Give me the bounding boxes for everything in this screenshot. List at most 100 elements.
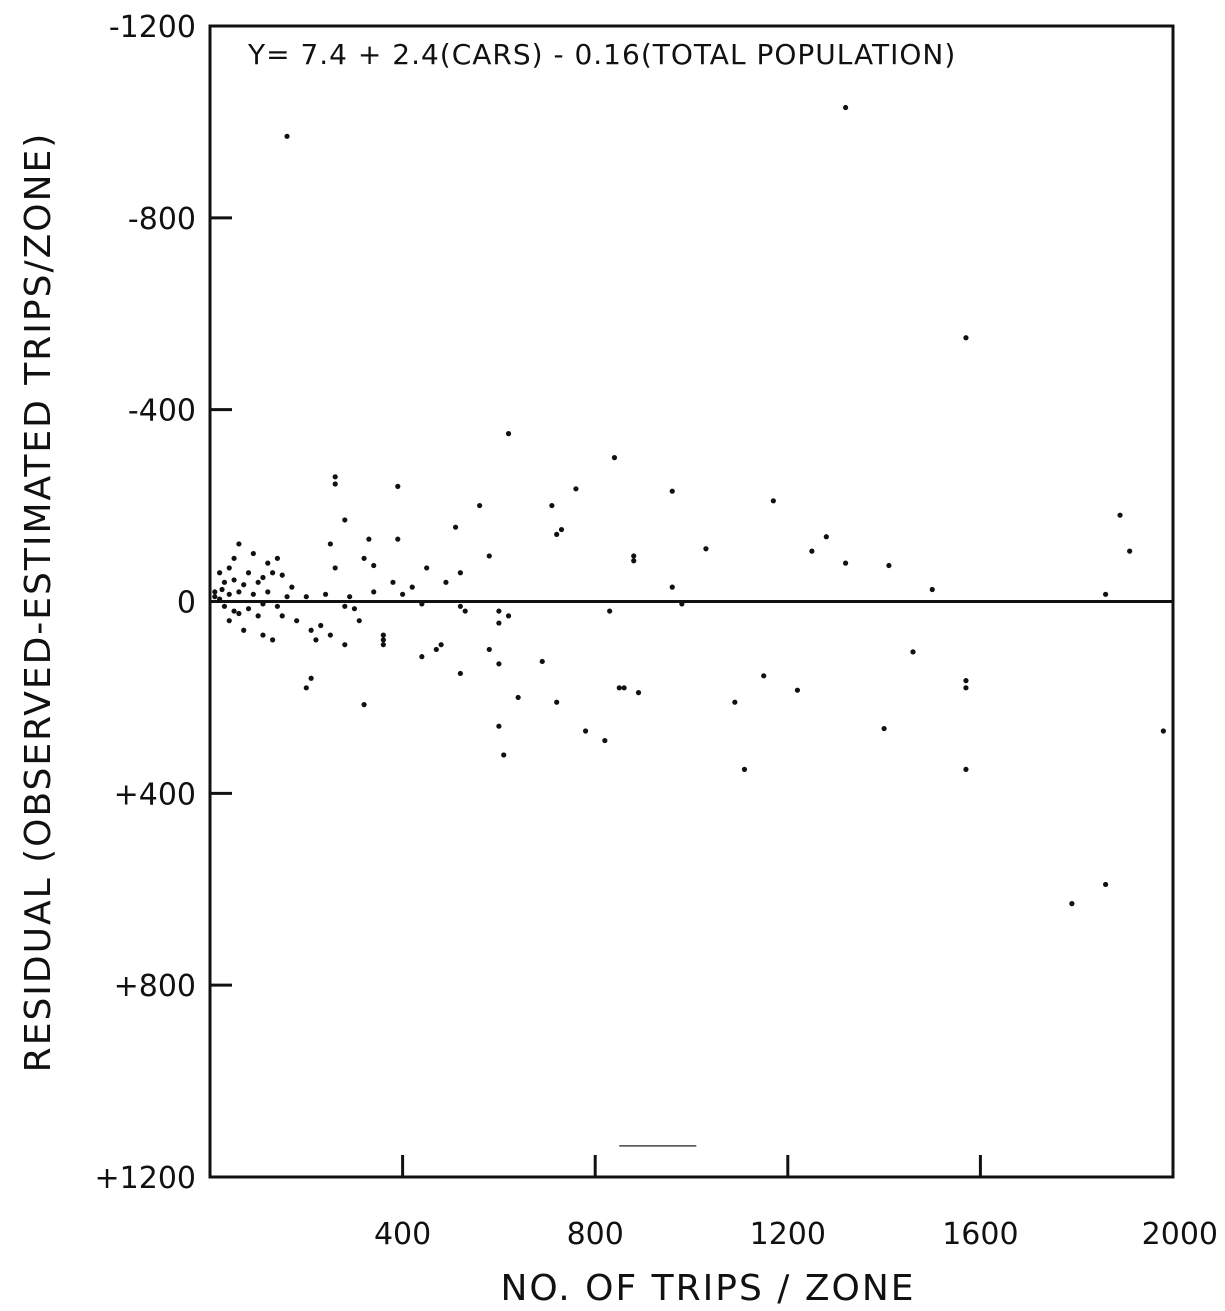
data-point	[409, 584, 415, 590]
y-axis-title: RESIDUAL (OBSERVED-ESTIMATED TRIPS/ZONE)	[18, 132, 59, 1073]
data-point	[245, 606, 252, 612]
data-point	[419, 601, 425, 607]
data-point	[342, 642, 348, 648]
data-point	[255, 613, 261, 619]
data-point	[241, 582, 247, 588]
y-tick-label: +400	[114, 777, 196, 812]
data-point	[279, 613, 285, 619]
data-point	[327, 632, 333, 638]
data-point	[462, 608, 468, 614]
x-axis-title: NO. OF TRIPS / ZONE	[500, 1268, 915, 1309]
data-point	[761, 673, 767, 679]
data-point	[881, 725, 887, 732]
data-point	[770, 498, 776, 504]
data-point	[438, 642, 444, 648]
x-tick-label: 1200	[750, 1217, 826, 1252]
data-point	[327, 541, 333, 547]
data-point	[621, 685, 627, 691]
data-point	[255, 579, 261, 585]
data-point	[505, 431, 512, 437]
data-point	[505, 613, 512, 619]
data-point	[250, 591, 256, 597]
data-point	[226, 618, 232, 624]
data-point	[433, 646, 439, 653]
data-point	[486, 553, 492, 559]
data-point	[602, 737, 608, 744]
data-point	[963, 335, 969, 341]
x-tick-label: 400	[374, 1217, 431, 1252]
data-point	[554, 699, 560, 705]
data-point	[361, 555, 367, 561]
x-tick-label: 800	[567, 1217, 624, 1252]
data-point	[289, 584, 295, 590]
y-tick-label: 0	[177, 586, 196, 621]
y-tick-label: -400	[128, 394, 196, 429]
data-point	[231, 577, 237, 583]
data-point	[616, 685, 622, 691]
data-point	[929, 586, 935, 593]
y-tick-label: +1200	[95, 1161, 196, 1196]
data-point	[303, 685, 309, 691]
data-point	[1102, 881, 1109, 888]
data-point	[342, 603, 348, 609]
data-point	[356, 618, 362, 624]
data-point	[217, 596, 223, 602]
data-point	[496, 608, 502, 614]
data-point	[1127, 548, 1133, 554]
data-point	[274, 603, 281, 609]
data-point	[515, 694, 521, 701]
data-point	[212, 589, 218, 595]
data-point	[635, 690, 642, 696]
data-point	[250, 550, 256, 557]
data-point	[703, 546, 709, 552]
data-point	[269, 570, 276, 576]
data-point	[351, 606, 358, 612]
data-point	[284, 594, 290, 600]
data-point	[395, 483, 401, 489]
data-point	[457, 570, 463, 576]
data-point	[260, 574, 266, 581]
data-point	[231, 555, 237, 561]
data-point	[226, 591, 232, 597]
data-point	[558, 526, 565, 533]
data-point	[380, 632, 386, 638]
data-point	[332, 481, 338, 487]
data-point	[501, 752, 507, 758]
data-point	[1102, 591, 1109, 597]
data-point	[236, 610, 242, 617]
data-point	[274, 555, 281, 561]
data-point	[669, 584, 675, 590]
data-point	[452, 524, 459, 530]
y-axis: -1200 -800 -400 0 +400 +800 +1200	[95, 10, 232, 1196]
data-point	[443, 579, 449, 585]
data-point	[342, 517, 348, 523]
x-tick-label: 1600	[942, 1217, 1018, 1252]
data-point	[823, 534, 829, 540]
data-point	[226, 565, 232, 571]
data-point	[573, 486, 579, 492]
data-point	[809, 548, 815, 554]
data-point	[236, 589, 242, 595]
x-axis: 400 800 1200 1600 2000	[374, 1155, 1218, 1252]
data-point	[910, 649, 916, 655]
data-point	[554, 531, 560, 537]
y-tick-label: +800	[114, 969, 196, 1004]
data-point	[496, 723, 502, 729]
data-point	[390, 579, 396, 585]
data-point	[963, 766, 969, 772]
data-point	[1069, 901, 1075, 907]
data-point	[308, 675, 314, 681]
data-point	[269, 637, 276, 643]
data-point	[219, 586, 225, 593]
data-point	[631, 558, 637, 564]
data-point	[231, 608, 237, 614]
data-point	[361, 702, 367, 708]
data-point	[294, 618, 300, 624]
y-tick-label: -800	[128, 202, 196, 237]
data-point	[457, 670, 463, 677]
data-point	[371, 589, 377, 595]
data-point	[1160, 728, 1166, 734]
data-point	[308, 627, 314, 633]
data-point	[842, 560, 849, 566]
data-point	[212, 594, 218, 600]
